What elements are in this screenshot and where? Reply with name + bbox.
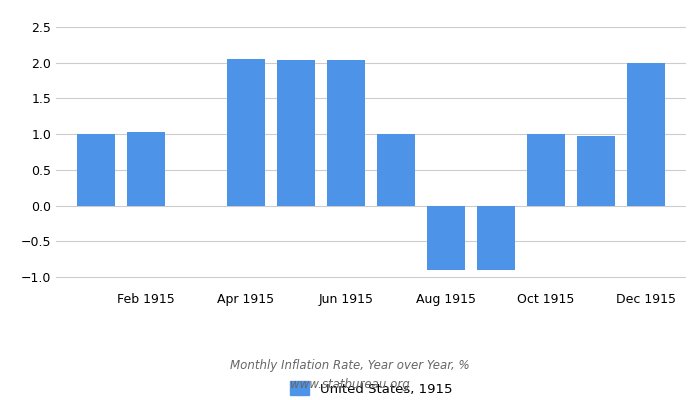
Bar — [377, 134, 414, 206]
Bar — [627, 62, 665, 206]
Legend: United States, 1915: United States, 1915 — [284, 376, 458, 400]
Text: Monthly Inflation Rate, Year over Year, %: Monthly Inflation Rate, Year over Year, … — [230, 360, 470, 372]
Bar — [527, 134, 565, 206]
Bar — [77, 134, 115, 206]
Bar — [228, 59, 265, 206]
Bar — [477, 206, 514, 270]
Bar — [328, 60, 365, 206]
Bar — [578, 136, 615, 206]
Text: www.statbureau.org: www.statbureau.org — [290, 378, 410, 391]
Bar — [127, 132, 164, 206]
Bar — [277, 60, 315, 206]
Bar — [427, 206, 465, 270]
